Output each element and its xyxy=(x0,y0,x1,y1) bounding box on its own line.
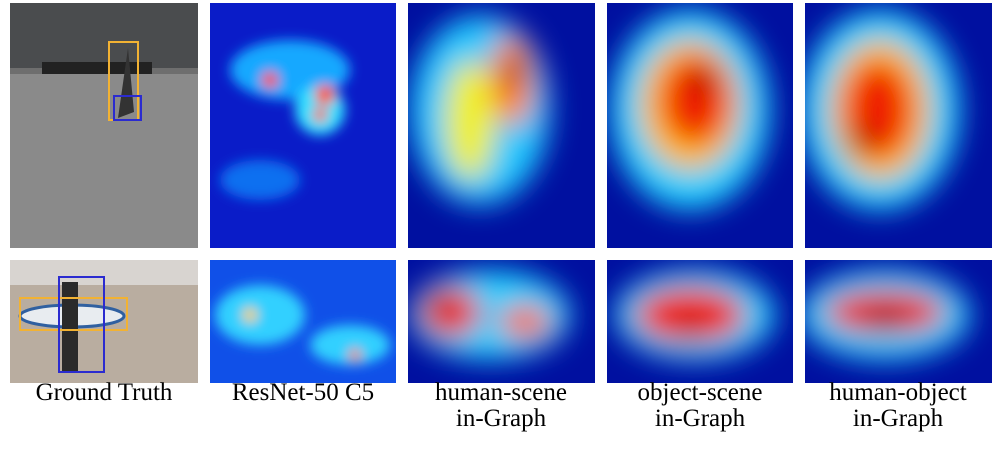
caption-line: in-Graph xyxy=(852,405,944,432)
caption-line: in-Graph xyxy=(455,405,547,432)
caption-line: object-scene xyxy=(637,379,763,406)
caption: ResNet-50 C5 xyxy=(203,380,403,406)
caption: human-object in-Graph xyxy=(798,380,998,432)
caption-line: human-scene xyxy=(435,379,567,406)
photo-windsurf xyxy=(10,3,198,248)
heatmap xyxy=(408,260,595,383)
heatmap xyxy=(607,260,793,383)
caption: object-scene in-Graph xyxy=(600,380,800,432)
caption: human-scene in-Graph xyxy=(401,380,601,432)
heatmap xyxy=(408,3,595,248)
heatmap xyxy=(210,260,396,383)
caption-line: Ground Truth xyxy=(35,379,173,406)
heatmap xyxy=(805,3,992,248)
caption: Ground Truth xyxy=(4,380,204,406)
photo-beach xyxy=(10,260,198,383)
caption-line: ResNet-50 C5 xyxy=(231,379,375,406)
caption-line: in-Graph xyxy=(654,405,746,432)
heatmap xyxy=(210,3,396,248)
heatmap xyxy=(607,3,793,248)
panels xyxy=(10,3,992,383)
caption-line: human-object xyxy=(829,379,967,406)
heatmap xyxy=(805,260,992,383)
